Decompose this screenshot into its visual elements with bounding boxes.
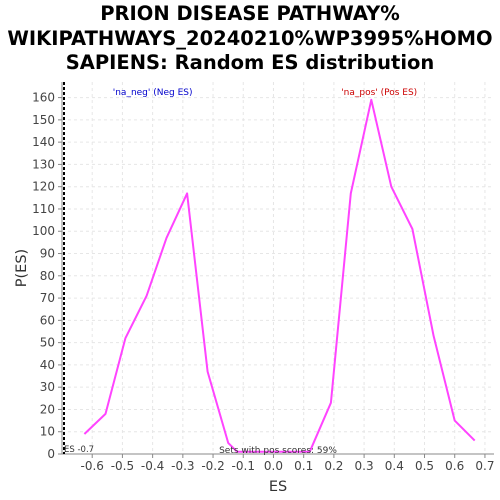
x-tick-label: -0.2	[201, 459, 224, 473]
y-tick-label: 40	[40, 358, 55, 372]
series-line	[83, 98, 476, 453]
y-tick-label: 10	[40, 425, 55, 439]
y-tick-label: 100	[32, 224, 55, 238]
chart-title-line-3: SAPIENS: Random ES distribution	[65, 51, 435, 74]
y-tick-label: 0	[47, 447, 55, 461]
x-tick-label: 0.4	[385, 459, 404, 473]
y-tick-label: 120	[32, 180, 55, 194]
x-tick-label: 0.3	[355, 459, 374, 473]
y-axis-label: P(ES)	[14, 249, 30, 287]
x-tick-label: 0.5	[415, 459, 434, 473]
y-tick-label: 130	[32, 157, 55, 171]
x-tick-label: 0.0	[264, 459, 283, 473]
x-tick-label: 0.1	[294, 459, 313, 473]
chart-title-line-1: PRION DISEASE PATHWAY%	[100, 2, 400, 25]
y-tick-label: 150	[32, 113, 55, 127]
x-tick-label: -0.6	[80, 459, 103, 473]
y-tick-label: 110	[32, 202, 55, 216]
y-tick-label: 90	[40, 247, 55, 261]
chart-title: PRION DISEASE PATHWAY% WIKIPATHWAYS_2024…	[0, 2, 500, 76]
x-tick-label: -0.1	[232, 459, 255, 473]
x-tick-label: 0.2	[324, 459, 343, 473]
y-tick-label: 70	[40, 291, 55, 305]
y-tick-label: 60	[40, 313, 55, 327]
plot-area	[62, 82, 494, 454]
neg-es-label: 'na_neg' (Neg ES)	[113, 88, 193, 98]
pos-scores-label: Sets with pos scores: 59%	[219, 446, 337, 456]
x-tick-label: -0.3	[171, 459, 194, 473]
y-tick-label: 20	[40, 402, 55, 416]
x-tick-label: 0.6	[445, 459, 464, 473]
x-tick-label: 0.7	[475, 459, 494, 473]
y-tick-label: 30	[40, 380, 55, 394]
y-tick-label: 160	[32, 91, 55, 105]
y-tick-label: 50	[40, 336, 55, 350]
x-tick-label: -0.5	[111, 459, 134, 473]
x-tick-label: -0.4	[141, 459, 164, 473]
x-axis-label: ES	[269, 479, 287, 495]
pos-es-label: 'na_pos' (Pos ES)	[341, 88, 417, 98]
es-marker-label: ES -0.7	[64, 445, 94, 455]
y-tick-label: 80	[40, 269, 55, 283]
y-tick-label: 140	[32, 135, 55, 149]
chart-title-line-2: WIKIPATHWAYS_20240210%WP3995%HOMO	[7, 26, 493, 50]
